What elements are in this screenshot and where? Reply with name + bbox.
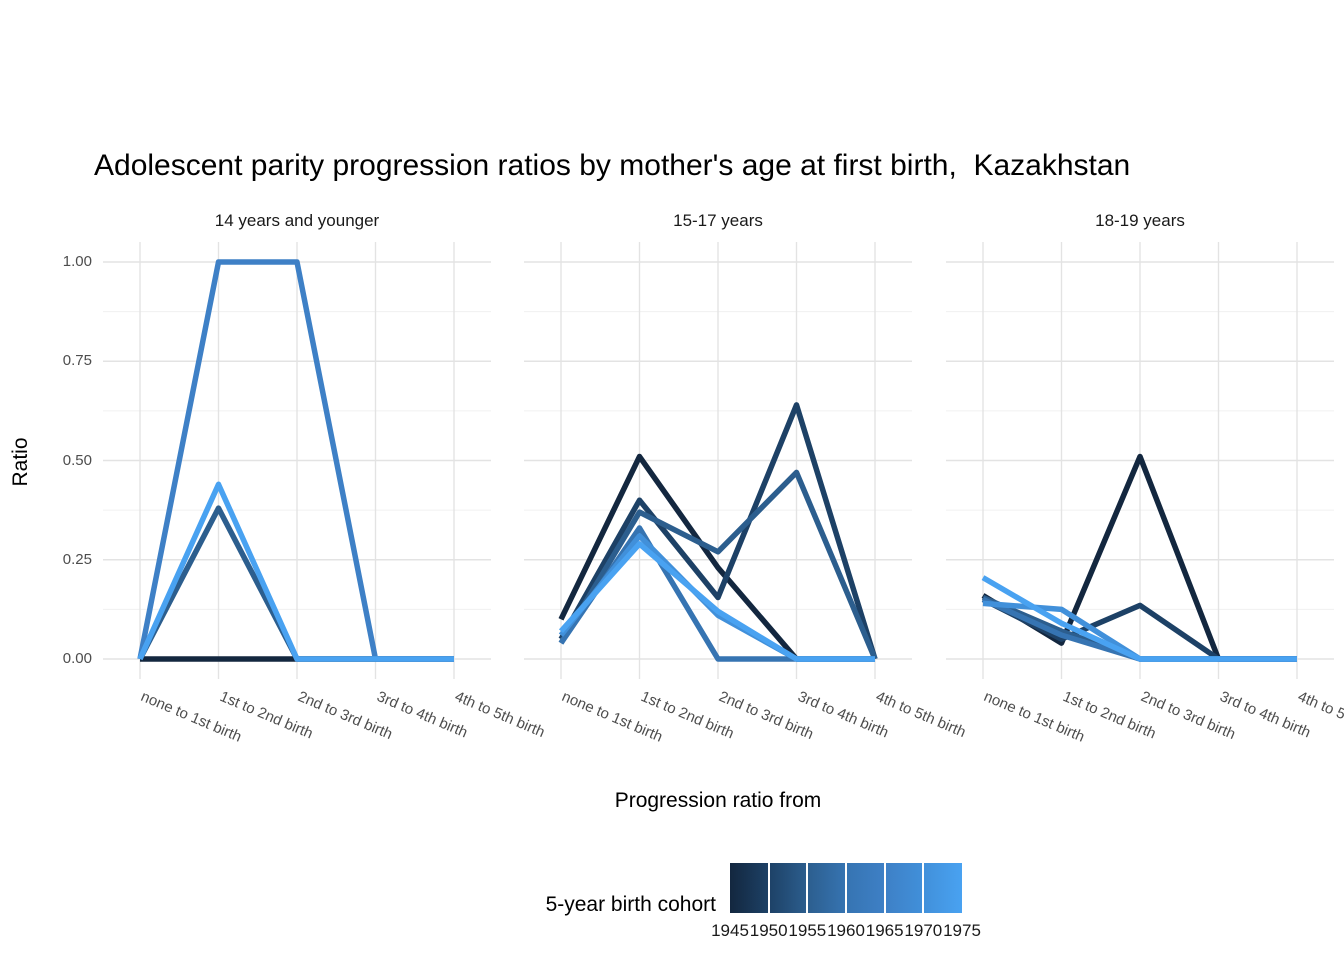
y-tick-label: 0.75 <box>62 352 92 370</box>
facet-strip-label: 18-19 years <box>1095 211 1185 230</box>
legend-colorbar-tick <box>922 863 925 913</box>
legend-tick-label: 1970 <box>904 921 943 940</box>
legend-tick-label: 1955 <box>788 921 827 940</box>
legend-title: 5-year birth cohort <box>545 893 716 916</box>
legend-tick-label: 1960 <box>827 921 865 940</box>
legend-colorbar-tick <box>806 863 809 913</box>
series-line-1955 <box>558 469 878 661</box>
legend-tick-label: 1945 <box>711 921 749 940</box>
chart-title: Adolescent parity progression ratios by … <box>94 149 1131 182</box>
facet-strip-label: 14 years and younger <box>214 211 380 230</box>
series-line-1950 <box>558 402 878 660</box>
legend-tick-label: 1975 <box>943 921 981 940</box>
legend-tick-label: 1950 <box>749 921 788 940</box>
y-tick-label: 0.00 <box>62 650 92 667</box>
legend-tick-label: 1965 <box>865 921 904 940</box>
legend-colorbar-tick <box>767 863 770 913</box>
facet-strip-label: 15-17 years <box>673 211 763 230</box>
series-line-1975 <box>981 575 1297 662</box>
legend-colorbar-tick <box>845 863 847 913</box>
series-line-1975 <box>137 481 454 662</box>
y-tick-label: 1.00 <box>62 253 92 270</box>
y-axis-title: Ratio <box>9 437 32 487</box>
y-tick-label: 0.50 <box>62 451 92 469</box>
legend-colorbar-tick <box>883 863 886 913</box>
series-line-1975 <box>558 541 875 662</box>
y-tick-label: 0.25 <box>62 550 92 568</box>
x-axis-title: Progression ratio from <box>614 789 822 812</box>
